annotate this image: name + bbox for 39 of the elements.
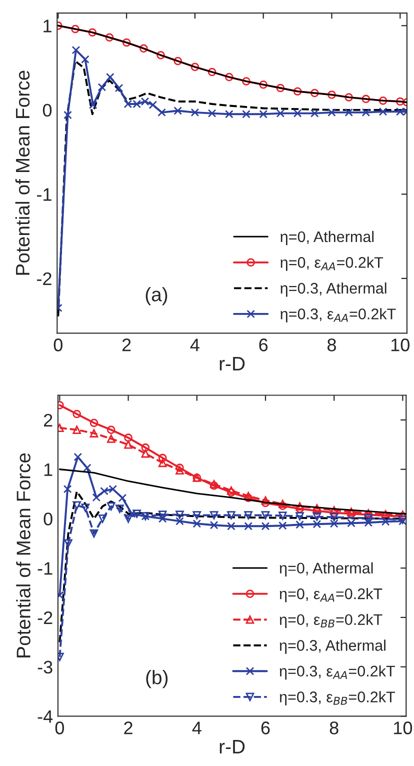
legend-label: η=0, ε$_{AA}$=0.2kT <box>280 256 384 271</box>
annotation: (a) <box>146 287 168 306</box>
y-tick-label: 0 <box>44 512 52 526</box>
y-tick-label: -2 <box>37 272 52 285</box>
x-tick-label: 10 <box>391 338 410 352</box>
x-axis-title: r-D <box>220 740 245 754</box>
y-tick-label: -4 <box>38 710 53 723</box>
x-tick-label: 0 <box>54 338 62 352</box>
y-tick-label: -1 <box>37 188 52 201</box>
x-tick-label: 8 <box>327 338 336 352</box>
y-tick-label: 2 <box>44 414 52 426</box>
legend-label: η=0.3, ε$_{AA}$=0.2kT <box>280 665 395 680</box>
legend-label: η=0.3, Athermal <box>280 282 386 297</box>
y-axis-title: Potential of Mean Force <box>15 70 30 275</box>
x-tick-label: 10 <box>394 722 412 734</box>
y-tick-label: 1 <box>44 463 52 476</box>
x-tick-label: 6 <box>259 338 268 352</box>
legend-label: η=0.3, ε$_{BB}$=0.2kT <box>280 691 395 706</box>
x-tick-label: 0 <box>55 722 64 734</box>
legend-label: η=0.3, ε$_{AA}$=0.2kT <box>280 308 396 322</box>
y-tick-label: 1 <box>44 20 52 32</box>
x-tick-label: 2 <box>122 338 131 352</box>
annotation: (b) <box>146 670 168 688</box>
x-tick-label: 2 <box>124 722 132 734</box>
y-tick-label: 0 <box>42 104 52 117</box>
legend-label: η=0, Athermal <box>280 230 374 246</box>
legend-label: η=0, ε$_{BB}$=0.2kT <box>280 614 382 628</box>
x-tick-label: 4 <box>190 338 200 352</box>
x-axis-title: r-D <box>220 357 245 370</box>
x-tick-label: 6 <box>261 722 270 734</box>
y-axis-title: Potential of Mean Force <box>16 453 30 658</box>
x-tick-label: 4 <box>192 722 202 734</box>
x-tick-label: 8 <box>330 722 338 734</box>
y-tick-label: -3 <box>38 660 52 674</box>
legend-label: η=0, Athermal <box>280 562 373 577</box>
y-tick-label: -1 <box>38 562 52 575</box>
legend-label: η=0, ε$_{AA}$=0.2kT <box>280 588 382 602</box>
y-tick-label: -2 <box>38 611 52 624</box>
legend-label: η=0.3, Athermal <box>280 640 386 654</box>
